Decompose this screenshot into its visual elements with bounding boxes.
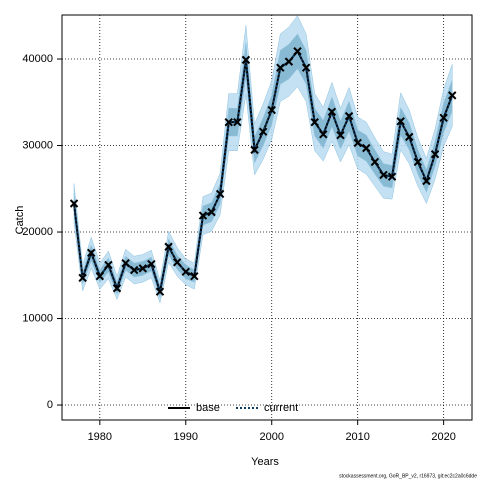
x-tick-label: 2000 [259,431,283,443]
marker [379,170,388,180]
marker [327,107,337,117]
marker [396,117,405,126]
marker [258,127,268,136]
marker [164,242,173,251]
x-tick-label: 2010 [345,431,369,443]
marker [430,149,440,159]
x-tick-label: 1980 [88,431,112,443]
marker [362,143,371,153]
plot-frame [61,14,473,421]
marker [284,57,294,66]
marker [448,91,457,100]
marker [138,264,148,273]
legend-label: current [264,402,298,414]
y-axis-label: Catch [14,206,26,235]
y-tick-label: 0 [47,399,53,411]
marker [241,55,251,65]
y-tick-label: 20000 [22,226,53,238]
marker [344,111,354,121]
marker [129,265,139,275]
marker [336,130,345,140]
x-tick-label: 2020 [431,431,455,443]
marker [190,271,199,281]
marker [78,273,87,283]
marker [121,258,130,268]
marker [293,47,302,56]
marker [215,189,225,199]
grid [62,15,472,420]
marker [207,207,216,217]
marker [370,157,380,167]
marker [387,172,397,181]
marker [172,258,182,267]
marker [104,260,113,270]
marker [422,176,431,186]
marker [198,211,208,220]
marker [267,105,276,115]
marker [155,287,165,296]
marker [439,113,448,123]
x-tick-label: 1990 [174,431,198,443]
y-tick-label: 40000 [22,53,53,65]
marker [87,248,96,258]
marker [147,259,156,269]
x-axis-label: Years [251,456,279,468]
y-tick-label: 30000 [22,139,53,151]
marker [413,157,423,167]
marker [69,199,79,208]
legend-label: base [196,402,220,414]
marker [301,63,311,72]
footnote: stockassessment.org, GoR_BP_v2, r16973, … [339,473,477,479]
y-tick-label: 10000 [22,312,53,324]
marker [181,267,190,277]
marker [250,145,259,155]
marker [405,132,414,142]
marker [95,271,105,281]
marker [353,138,362,148]
marker [276,63,285,72]
confidence-band [73,15,453,304]
marker [112,284,122,293]
marker [224,117,233,127]
marker [310,117,319,127]
marker [233,117,242,127]
marker [319,130,328,139]
